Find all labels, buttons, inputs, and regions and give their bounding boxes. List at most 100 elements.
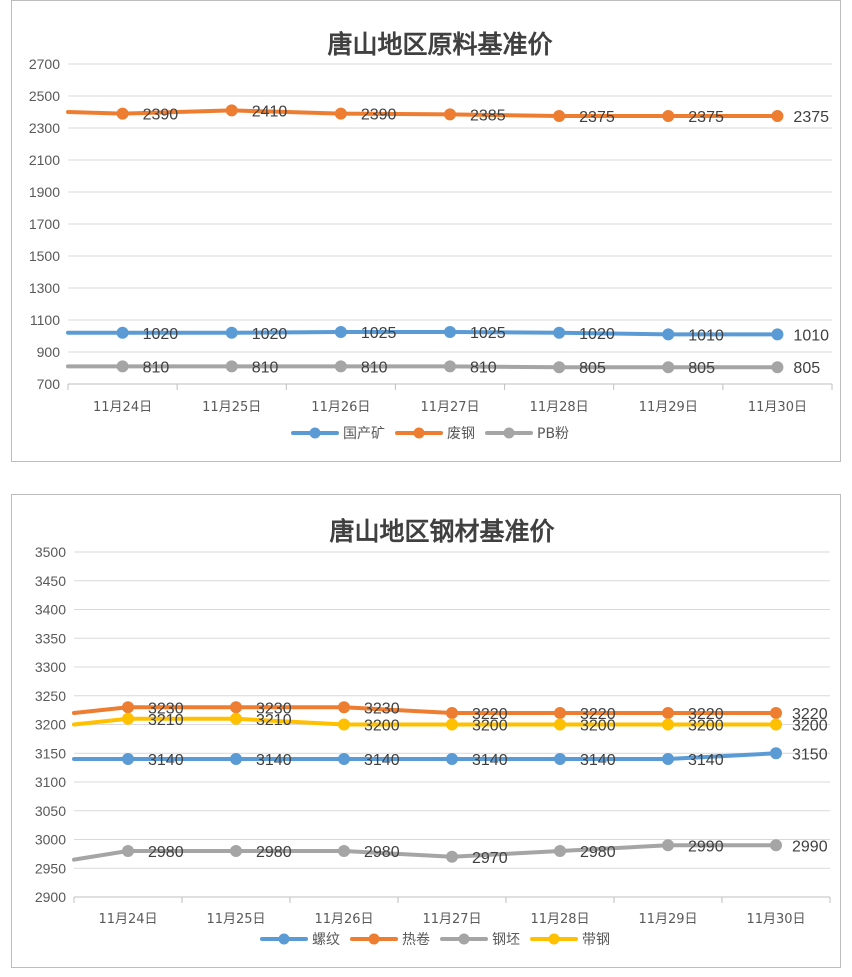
data-point <box>770 718 782 731</box>
data-label: 1010 <box>793 327 829 344</box>
data-label: 3140 <box>364 752 400 769</box>
x-tick-label: 11月29日 <box>638 912 697 927</box>
data-label: 2980 <box>364 844 400 861</box>
data-label: 2990 <box>792 838 828 855</box>
data-point <box>553 326 566 339</box>
legend-marker-2 <box>413 427 425 439</box>
series-line-4 <box>72 716 778 727</box>
data-label: 810 <box>252 359 279 376</box>
y-tick-label: 1500 <box>29 248 60 264</box>
data-point <box>230 701 242 714</box>
legend-marker-3 <box>458 933 470 945</box>
legend-marker-1 <box>309 427 321 439</box>
data-point <box>662 328 675 341</box>
y-tick-label: 3150 <box>35 745 66 761</box>
data-label: 2390 <box>361 107 397 124</box>
y-tick-label: 2300 <box>29 120 60 136</box>
x-tick-label: 11月30日 <box>746 912 805 927</box>
data-label: 2980 <box>256 844 292 861</box>
data-label: 2375 <box>688 109 724 126</box>
data-point <box>338 701 350 714</box>
data-label: 3200 <box>688 718 724 735</box>
data-point <box>662 707 674 719</box>
series-line-1 <box>66 330 780 337</box>
data-label: 805 <box>688 360 715 377</box>
y-tick-label: 3100 <box>35 774 66 790</box>
legend-label: 带钢 <box>582 932 610 948</box>
series-line-2 <box>72 705 778 715</box>
data-point <box>444 326 456 338</box>
data-point <box>770 747 782 760</box>
data-point <box>444 360 456 373</box>
raw-material-price-chart: 唐山地区原料基准价 700 900 1100 1300 1500 1700 1900 2100 2… <box>11 0 841 462</box>
data-label: 2970 <box>472 850 508 867</box>
x-tick-label: 11月28日 <box>530 400 589 415</box>
data-point <box>338 718 350 731</box>
x-tick-label: 11月26日 <box>311 400 370 415</box>
data-label: 3210 <box>148 712 184 729</box>
data-point <box>338 845 350 857</box>
series-line-2 <box>66 108 780 118</box>
data-point <box>770 707 782 719</box>
data-label: 2980 <box>148 844 184 861</box>
data-label: 810 <box>361 359 388 376</box>
data-point <box>225 360 238 373</box>
x-tick-label: 11月28日 <box>530 912 589 927</box>
data-label: 3220 <box>688 706 724 723</box>
data-point <box>554 845 566 857</box>
chart-title: 唐山地区钢材基准价 <box>329 517 555 546</box>
y-tick-label: 2500 <box>29 88 60 104</box>
y-tick-label: 3050 <box>35 803 66 819</box>
data-label: 3140 <box>148 752 184 769</box>
legend-label: 废钢 <box>447 426 475 442</box>
data-point <box>553 361 566 374</box>
data-label: 3140 <box>688 752 724 769</box>
y-tick-label: 3000 <box>35 832 66 848</box>
data-label: 3200 <box>792 718 828 735</box>
data-label: 1025 <box>361 325 397 342</box>
data-label: 3200 <box>472 718 508 735</box>
data-label: 3210 <box>256 712 292 729</box>
data-point <box>662 839 674 852</box>
data-point <box>122 753 134 765</box>
y-tick-label: 2950 <box>35 860 66 876</box>
data-label: 1010 <box>688 327 724 344</box>
legend-marker-3 <box>503 427 515 439</box>
y-tick-label: 3400 <box>35 602 66 618</box>
raw-material-chart-svg: 唐山地区原料基准价 700 900 1100 1300 1500 1700 1900 2100 2… <box>29 30 833 442</box>
series-line-1 <box>72 751 778 761</box>
x-tick-label: 11月25日 <box>206 912 265 927</box>
data-point <box>230 845 242 857</box>
y-tick-label: 1300 <box>29 280 60 296</box>
data-point <box>225 104 238 117</box>
data-point <box>446 753 458 765</box>
legend-marker-2 <box>368 933 380 945</box>
data-label: 2410 <box>252 103 288 120</box>
data-point <box>122 845 134 857</box>
y-tick-label: 3450 <box>35 573 66 589</box>
data-label: 3220 <box>792 706 828 723</box>
x-tick-label: 11月25日 <box>202 400 261 415</box>
y-tick-label: 3200 <box>35 717 66 733</box>
data-point <box>116 360 129 373</box>
legend-label: 国产矿 <box>343 426 385 442</box>
x-tick-label: 11月24日 <box>93 400 152 415</box>
data-label: 1020 <box>579 326 615 343</box>
data-point <box>662 753 674 765</box>
data-label: 2375 <box>579 109 615 126</box>
x-tick-label: 11月27日 <box>420 400 479 415</box>
data-label: 3200 <box>580 718 616 735</box>
data-label: 810 <box>143 359 170 376</box>
y-tick-label: 900 <box>37 344 61 360</box>
data-point <box>122 701 134 714</box>
data-point <box>770 839 782 852</box>
data-label: 3220 <box>580 706 616 723</box>
data-point <box>446 718 458 731</box>
data-point <box>116 107 129 120</box>
data-point <box>334 326 347 338</box>
data-label: 2385 <box>470 107 506 124</box>
data-point <box>771 361 784 374</box>
legend-label: 钢坯 <box>492 932 520 948</box>
data-label: 805 <box>793 360 820 377</box>
x-tick-label: 11月24日 <box>98 912 157 927</box>
